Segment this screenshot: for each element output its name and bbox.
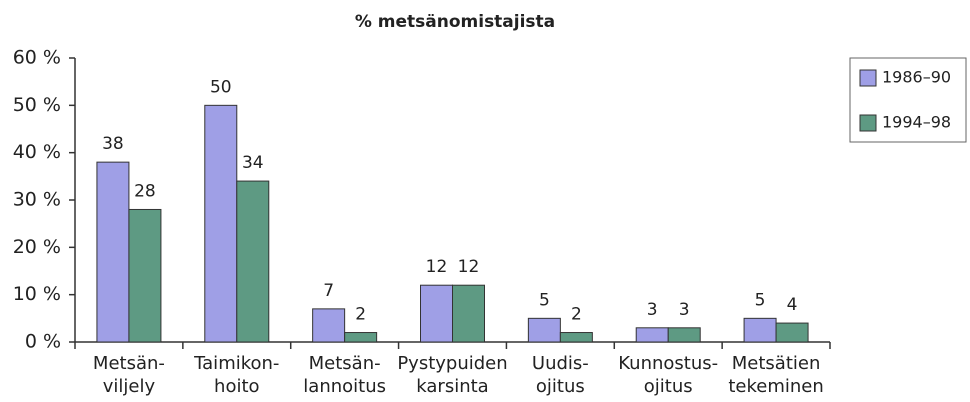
- bar: [452, 284, 485, 343]
- bar: [312, 308, 346, 343]
- bar: [635, 327, 669, 343]
- x-tick-label: viljely: [103, 376, 156, 397]
- x-tick-label: ojitus: [536, 376, 585, 397]
- y-tick-label: 50 %: [13, 94, 61, 116]
- bar: [236, 180, 270, 343]
- legend-label: 1994–98: [882, 113, 951, 132]
- data-label: 3: [647, 300, 658, 320]
- data-label: 34: [242, 153, 264, 173]
- data-label: 12: [426, 257, 448, 277]
- y-tick-label: 40 %: [13, 141, 61, 163]
- data-label: 28: [134, 181, 156, 201]
- legend-swatch: [859, 69, 877, 87]
- x-tick-label: lannoitus: [303, 376, 386, 397]
- bar: [743, 317, 777, 343]
- data-label: 7: [323, 281, 334, 301]
- data-label: 2: [355, 305, 366, 325]
- bar: [420, 284, 453, 343]
- y-tick-label: 10 %: [13, 283, 61, 305]
- x-tick-label: ojitus: [644, 376, 693, 397]
- bar: [527, 317, 561, 343]
- x-tick-label: Pystypuiden: [397, 353, 507, 374]
- x-tick-label: Taimikon-: [193, 353, 279, 374]
- y-tick-label: 0 %: [25, 331, 61, 353]
- data-label: 5: [755, 290, 766, 310]
- x-tick-label: karsinta: [416, 376, 488, 397]
- x-tick-label: Kunnostus-: [618, 353, 718, 374]
- data-label: 3: [679, 300, 690, 320]
- x-tick-label: Metsän-: [93, 353, 165, 374]
- data-label: 12: [458, 257, 480, 277]
- legend-label: 1986–90: [882, 68, 951, 87]
- x-tick-label: hoito: [214, 376, 260, 397]
- data-label: 5: [539, 290, 550, 310]
- bar: [344, 332, 378, 343]
- y-tick-label: 20 %: [13, 236, 61, 258]
- y-tick-label: 60 %: [13, 47, 61, 69]
- x-tick-label: Metsätien: [732, 353, 821, 374]
- data-label: 38: [102, 134, 124, 154]
- x-tick-label: Metsän-: [309, 353, 381, 374]
- x-tick-label: Uudis-: [532, 353, 589, 374]
- bar: [128, 208, 162, 343]
- bar: [96, 161, 130, 343]
- chart-title: % metsänomistajista: [355, 12, 555, 32]
- data-label: 2: [571, 305, 582, 325]
- bar: [775, 322, 809, 343]
- x-tick-label: tekeminen: [728, 376, 823, 397]
- legend-swatch: [859, 114, 877, 132]
- bar: [667, 327, 701, 343]
- y-tick-label: 30 %: [13, 189, 61, 211]
- bar: [204, 104, 238, 343]
- data-label: 50: [210, 77, 232, 97]
- data-label: 4: [787, 295, 798, 315]
- bar: [559, 332, 593, 343]
